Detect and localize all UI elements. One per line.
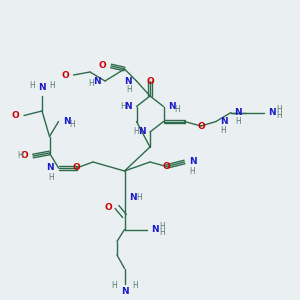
- Text: H: H: [136, 194, 142, 202]
- Text: H: H: [17, 152, 22, 160]
- Text: O: O: [146, 76, 154, 85]
- Text: H: H: [134, 128, 140, 136]
- Text: N: N: [124, 76, 132, 85]
- Text: H: H: [69, 120, 75, 129]
- Text: N: N: [63, 117, 70, 126]
- Text: N: N: [234, 108, 242, 117]
- Text: N: N: [93, 76, 100, 85]
- Text: N: N: [38, 83, 46, 92]
- Text: H: H: [159, 228, 165, 237]
- Text: O: O: [197, 122, 205, 130]
- Text: N: N: [138, 128, 146, 136]
- Text: H: H: [132, 280, 138, 290]
- Text: H: H: [189, 167, 195, 176]
- Text: H: H: [220, 126, 226, 135]
- Text: N: N: [168, 102, 176, 111]
- Text: O: O: [163, 162, 170, 171]
- Text: N: N: [268, 108, 276, 117]
- Text: H: H: [50, 81, 55, 90]
- Text: O: O: [73, 164, 80, 172]
- Text: H: H: [126, 85, 132, 94]
- Text: H: H: [89, 80, 94, 88]
- Text: O: O: [105, 202, 112, 211]
- Text: O: O: [99, 61, 106, 70]
- Text: H: H: [120, 102, 126, 111]
- Text: N: N: [129, 194, 136, 202]
- Text: H: H: [111, 280, 117, 290]
- Text: O: O: [21, 152, 28, 160]
- Text: H: H: [48, 172, 54, 182]
- Text: H: H: [174, 105, 180, 114]
- Text: H: H: [29, 81, 34, 90]
- Text: H: H: [276, 111, 282, 120]
- Text: H: H: [276, 105, 282, 114]
- Text: O: O: [61, 70, 69, 80]
- Text: N: N: [189, 158, 196, 166]
- Text: N: N: [124, 102, 132, 111]
- Text: H: H: [236, 117, 242, 126]
- Text: O: O: [12, 111, 20, 120]
- Text: N: N: [152, 225, 159, 234]
- Text: N: N: [46, 164, 54, 172]
- Text: H: H: [159, 222, 165, 231]
- Text: N: N: [121, 287, 128, 296]
- Text: N: N: [220, 117, 228, 126]
